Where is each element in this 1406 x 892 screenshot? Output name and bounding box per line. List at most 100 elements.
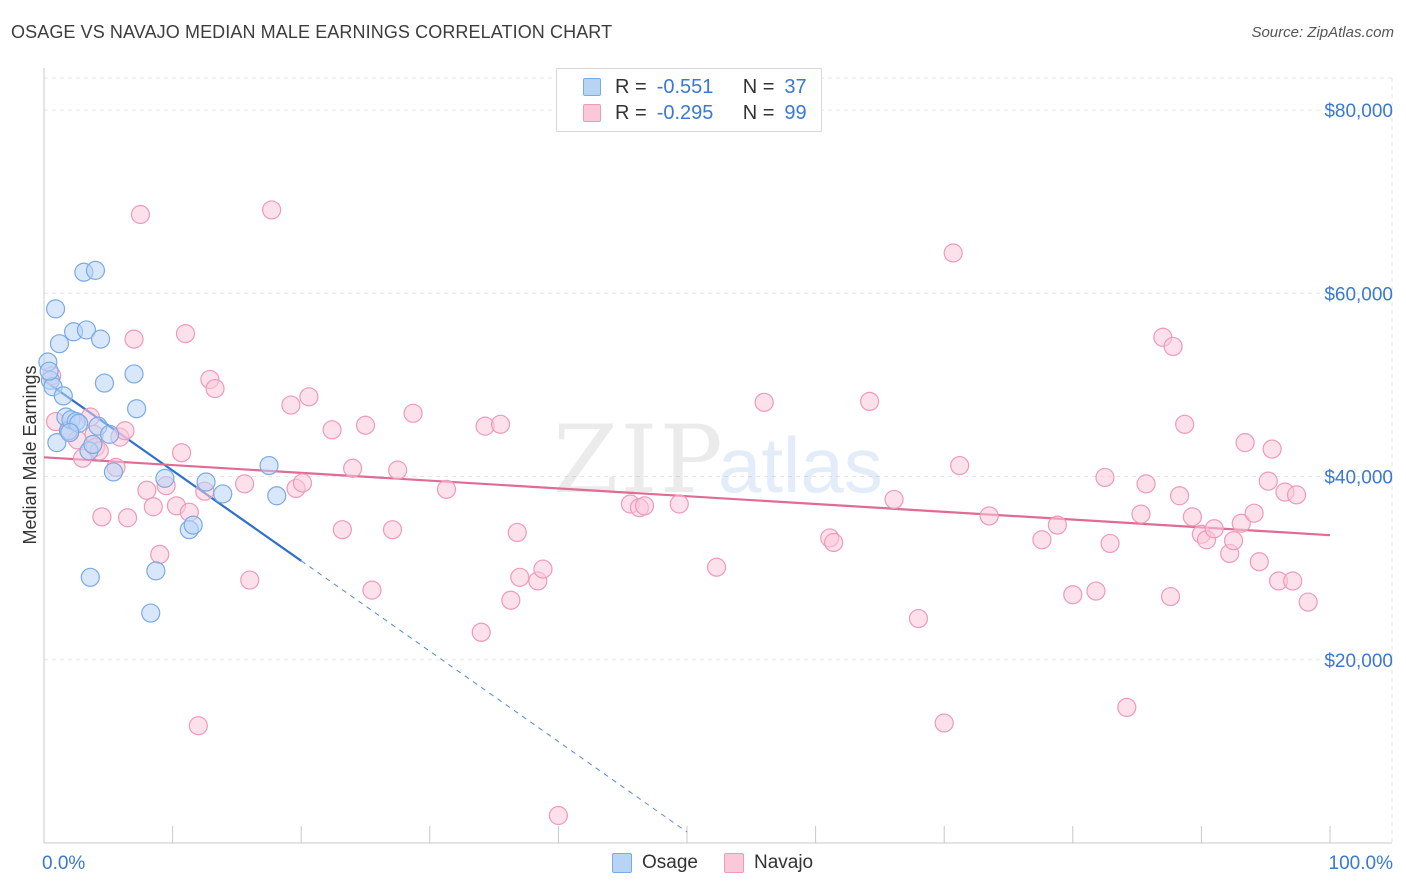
navajo-point <box>979 506 999 526</box>
navajo-point <box>1063 585 1083 605</box>
osage-point <box>85 260 106 280</box>
y-tick-label: $20,000 <box>1324 651 1393 672</box>
osage-point <box>60 422 80 443</box>
navajo-swatch <box>583 104 601 122</box>
navajo-point <box>634 496 655 516</box>
navajo-point <box>1244 503 1264 523</box>
navajo-point <box>1175 414 1195 434</box>
series-legend: Osage Navajo <box>612 852 839 874</box>
osage-point <box>124 364 144 384</box>
osage-point <box>103 462 124 482</box>
osage-point <box>183 515 203 535</box>
y-axis-label: Median Male Earnings <box>20 365 40 544</box>
osage-point <box>146 561 166 581</box>
series-legend-navajo[interactable]: Navajo <box>723 852 814 874</box>
navajo-n-label: N = <box>742 101 775 124</box>
osage-point <box>99 424 120 444</box>
navajo-point <box>507 522 527 543</box>
osage-legend-label: Osage <box>642 852 698 873</box>
osage-r-label: R = <box>615 75 647 98</box>
navajo-point <box>1258 471 1278 491</box>
navajo-point <box>403 403 423 423</box>
navajo-point <box>262 200 282 220</box>
navajo-point <box>860 391 880 412</box>
navajo-point <box>1169 486 1190 506</box>
osage-point <box>126 399 147 419</box>
navajo-point <box>343 458 363 478</box>
y-tick-label: $80,000 <box>1324 101 1393 122</box>
x-tick-label: 100.0% <box>1329 853 1394 874</box>
navajo-point <box>362 580 382 600</box>
navajo-point <box>490 414 511 434</box>
navajo-point <box>533 559 553 579</box>
navajo-point <box>1283 571 1303 591</box>
osage-point <box>76 320 97 340</box>
stats-legend: R = -0.551 N = 37 R = -0.295 N = 99 <box>556 68 822 132</box>
navajo-point <box>240 570 260 590</box>
navajo-point <box>824 532 844 553</box>
navajo-point <box>1182 507 1202 527</box>
y-tick-label: $60,000 <box>1324 284 1393 305</box>
navajo-point <box>501 590 521 610</box>
x-tick-label: 0.0% <box>42 853 85 874</box>
osage-trend-extension <box>300 560 688 833</box>
chart-title: OSAGE VS NAVAJO MEDIAN MALE EARNINGS COR… <box>11 22 613 42</box>
navajo-point <box>706 557 727 577</box>
navajo-point <box>1160 586 1181 607</box>
navajo-point <box>950 455 970 476</box>
navajo-point <box>235 474 255 494</box>
navajo-point <box>1086 581 1106 601</box>
osage-point <box>90 329 111 349</box>
navajo-point <box>943 243 963 263</box>
navajo-point <box>1100 533 1120 554</box>
navajo-point <box>92 507 112 527</box>
navajo-legend-swatch <box>723 853 744 873</box>
navajo-point <box>382 520 403 540</box>
navajo-point <box>548 805 569 826</box>
osage-point <box>49 334 70 354</box>
navajo-point <box>1047 515 1067 535</box>
source-label: Source: ZipAtlas.com <box>1251 24 1394 41</box>
navajo-point <box>188 716 208 736</box>
navajo-point <box>908 608 929 629</box>
navajo-point <box>322 420 342 440</box>
osage-point <box>94 373 115 393</box>
navajo-point <box>172 443 192 463</box>
navajo-n-value: 99 <box>784 101 807 124</box>
navajo-point <box>1231 513 1251 533</box>
navajo-point <box>205 378 225 399</box>
axes-layer <box>43 68 1392 844</box>
navajo-point <box>471 622 491 642</box>
osage-point <box>196 472 216 492</box>
navajo-point <box>124 329 144 349</box>
navajo-point <box>1032 530 1052 550</box>
navajo-r-value: -0.295 <box>656 101 714 124</box>
navajo-point <box>934 713 954 733</box>
legend-row-navajo: R = -0.295 N = 99 <box>583 102 807 124</box>
watermark-atlas: atlas <box>718 421 883 509</box>
navajo-legend-label: Navajo <box>753 852 814 873</box>
navajo-point <box>1136 474 1156 494</box>
navajo-point <box>1223 531 1244 551</box>
navajo-point <box>281 395 301 415</box>
osage-n-label: N = <box>742 75 775 98</box>
navajo-point <box>292 473 313 493</box>
navajo-point <box>143 497 163 517</box>
osage-point <box>53 386 73 406</box>
navajo-point <box>1249 552 1269 572</box>
osage-point <box>267 486 287 506</box>
series-legend-osage[interactable]: Osage <box>612 852 698 874</box>
y-tick-label: $40,000 <box>1324 468 1393 489</box>
navajo-point <box>1117 697 1137 718</box>
navajo-point <box>1235 433 1255 453</box>
navajo-point <box>1131 504 1151 524</box>
labels-layer: $20,000 $40,000 $60,000 $80,000 0.0% 100.0% Me… <box>20 101 1393 874</box>
navajo-point <box>669 494 689 514</box>
navajo-point <box>754 392 774 412</box>
navajo-point <box>137 480 157 500</box>
osage-point <box>213 484 233 504</box>
navajo-point <box>1298 592 1318 612</box>
navajo-point <box>436 479 457 499</box>
osage-legend-swatch <box>612 853 632 873</box>
